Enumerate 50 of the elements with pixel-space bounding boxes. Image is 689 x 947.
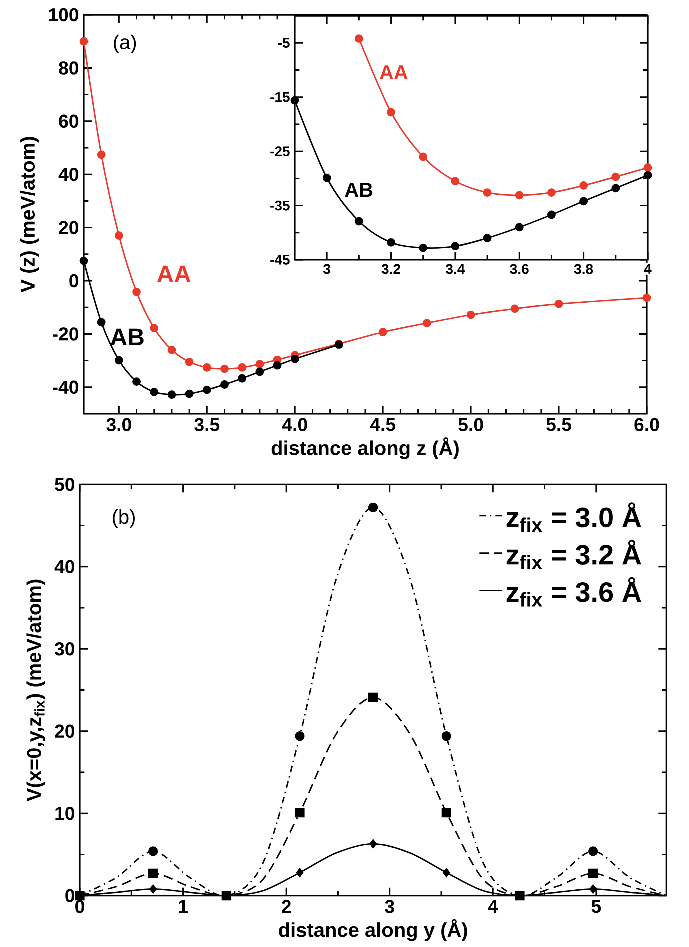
x-tick-label: 5.5 (546, 418, 572, 432)
x-tick-label: 4.5 (370, 418, 396, 432)
y-tick-label: 80 (59, 62, 79, 75)
y-axis-title: V (z) (meV/atom) (20, 137, 39, 293)
y-tick-label: 40 (58, 168, 79, 182)
y-tick-label: -15 (270, 92, 290, 102)
x-tick-label: 1 (179, 900, 188, 913)
legend-label: z$_{fix}$ = 3.0 Å (506, 502, 642, 532)
y-tick-label: 20 (59, 221, 79, 234)
y-tick-label: -35 (270, 200, 290, 211)
y-tick-label: 100 (49, 8, 79, 22)
x-tick-label: 3 (385, 900, 394, 914)
annotation: (a) (114, 34, 136, 54)
y-tick-label: -25 (270, 146, 290, 157)
x-axis-title: distance along z (Å) (272, 438, 459, 460)
legend-label: z$_{fix}$ = 3.2 Å (506, 540, 642, 570)
legend-label: AB (110, 328, 144, 346)
series-label: AA (157, 266, 191, 282)
x-tick-label: 3.0 (106, 418, 132, 432)
x-tick-label: 3.2 (382, 264, 400, 274)
y-tick-label: 50 (55, 478, 75, 492)
legend-label: z$_{fix}$ = 3.6 Å (506, 577, 642, 607)
y-tick-label: -20 (53, 328, 79, 341)
x-tick-label: 4 (488, 900, 498, 913)
y-axis-title: V(x=0,y,z$_{fix}$) (meV/atom) (26, 580, 46, 802)
y-tick-label: 60 (59, 114, 79, 128)
y-tick-label: 0 (70, 274, 79, 288)
x-tick-label: 5.0 (458, 418, 484, 432)
x-tick-label: 4.0 (282, 418, 308, 432)
y-tick-label: 0 (66, 889, 75, 902)
x-tick-label: 2 (282, 900, 292, 914)
series-label: AB (345, 183, 373, 198)
x-tick-label: 4 (644, 264, 652, 274)
y-tick-label: 30 (54, 642, 75, 656)
x-axis-title: distance along y (Å) (279, 919, 468, 942)
y-tick-label: -5 (278, 38, 290, 48)
x-tick-label: 6.0 (634, 418, 660, 432)
y-tick-label: 10 (56, 807, 75, 820)
x-tick-label: 5 (592, 900, 602, 914)
x-tick-label: 3.4 (446, 264, 466, 274)
x-tick-label: 3.5 (194, 418, 220, 432)
y-tick-label: 20 (55, 724, 75, 738)
x-tick-label: 3.6 (510, 264, 529, 274)
y-tick-label: 40 (54, 560, 75, 574)
annotation: (b) (113, 509, 135, 528)
x-tick-label: 3.8 (574, 264, 594, 274)
y-tick-label: -40 (53, 380, 79, 394)
series-label: AA (380, 66, 408, 80)
y-tick-label: -45 (270, 255, 290, 265)
x-tick-label: 3 (324, 264, 330, 274)
